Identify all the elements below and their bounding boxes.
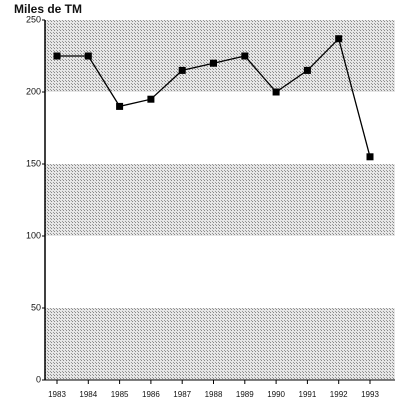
y-tick-label: 100: [26, 230, 41, 240]
shaded-band: [45, 20, 395, 92]
marker: [178, 66, 186, 74]
chart-title: Miles de TM: [14, 2, 82, 16]
marker: [303, 66, 311, 74]
y-tick-label: 50: [31, 302, 41, 312]
marker: [335, 35, 343, 43]
marker: [272, 88, 280, 96]
x-tick-label: 1983: [48, 390, 66, 399]
y-tick-label: 250: [26, 14, 41, 24]
marker: [210, 59, 217, 67]
y-tick-label: 0: [36, 374, 41, 384]
marker: [366, 153, 374, 161]
marker: [116, 102, 124, 110]
marker: [53, 52, 61, 60]
x-tick-label: 1984: [79, 390, 97, 399]
x-tick-label: 1990: [267, 390, 285, 399]
x-tick-label: 1991: [299, 390, 317, 399]
shaded-band: [45, 308, 395, 380]
x-tick-label: 1992: [330, 390, 348, 399]
shaded-band: [45, 164, 395, 236]
marker: [84, 52, 92, 60]
x-tick-label: 1987: [173, 390, 191, 399]
marker: [147, 95, 155, 103]
x-tick-label: 1985: [111, 390, 129, 399]
y-tick-label: 150: [26, 158, 41, 168]
x-tick-label: 1988: [205, 390, 223, 399]
marker: [241, 52, 249, 60]
x-tick-label: 1986: [142, 390, 160, 399]
x-tick-label: 1993: [361, 390, 379, 399]
y-tick-label: 200: [26, 86, 41, 96]
x-tick-label: 1989: [236, 390, 254, 399]
